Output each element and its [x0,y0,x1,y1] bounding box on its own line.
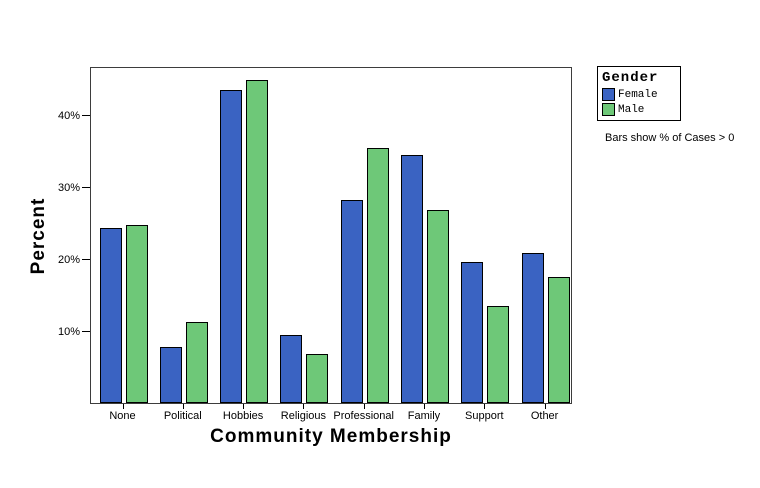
bar-female-family [401,155,423,403]
x-category-label: Support [465,410,504,422]
y-tick [82,259,90,261]
x-category-label: Religious [280,410,327,422]
bar-male-family [427,210,449,403]
legend-items: Female Male [602,88,676,116]
x-tick [484,404,486,409]
bar-female-support [461,261,484,403]
y-tick [82,187,90,189]
legend: Gender Female Male [597,66,681,121]
bar-female-political [159,346,182,403]
bar-male-professional [366,148,389,403]
bar-male-support [487,305,510,403]
x-tick [243,404,245,409]
y-axis-title: Percent [28,197,49,275]
x-tick [544,404,546,409]
x-category-label: None [109,410,136,422]
x-tick [363,404,365,409]
x-category-label: Political [163,410,202,422]
bar-female-professional [340,199,363,403]
legend-title: Gender [602,70,659,86]
y-tick-label: 40% [57,109,80,122]
plot-area [90,67,572,404]
chart-footnote: Bars show % of Cases > 0 [605,132,735,144]
legend-item-female: Female [602,88,676,101]
x-tick [303,404,305,409]
legend-item-male: Male [602,103,676,116]
y-tick-label: 10% [57,325,80,338]
bar-female-religious [280,334,303,403]
bar-male-none [125,225,148,403]
x-category-label: Hobbies [222,410,264,422]
y-tick-label: 30% [57,181,80,194]
legend-swatch-female [602,88,615,101]
x-category-label: Family [407,410,441,422]
x-tick [424,404,425,409]
x-axis-title: Community Membership [210,426,452,447]
x-tick [182,404,184,409]
legend-item-label: Male [618,103,645,116]
x-category-label: Professional [333,410,394,422]
legend-item-label: Female [618,88,658,101]
bar-male-hobbies [246,80,269,403]
y-tick [82,115,90,117]
y-tick [82,331,90,333]
bar-male-religious [306,354,329,403]
bar-female-other [521,252,544,403]
bar-female-hobbies [220,90,243,403]
x-tick [122,404,124,409]
legend-swatch-male [602,103,615,116]
bar-male-other [547,277,570,403]
bar-male-political [185,322,208,403]
x-category-label: Other [530,410,559,422]
y-tick-label: 20% [57,253,80,266]
bar-female-none [99,228,122,403]
